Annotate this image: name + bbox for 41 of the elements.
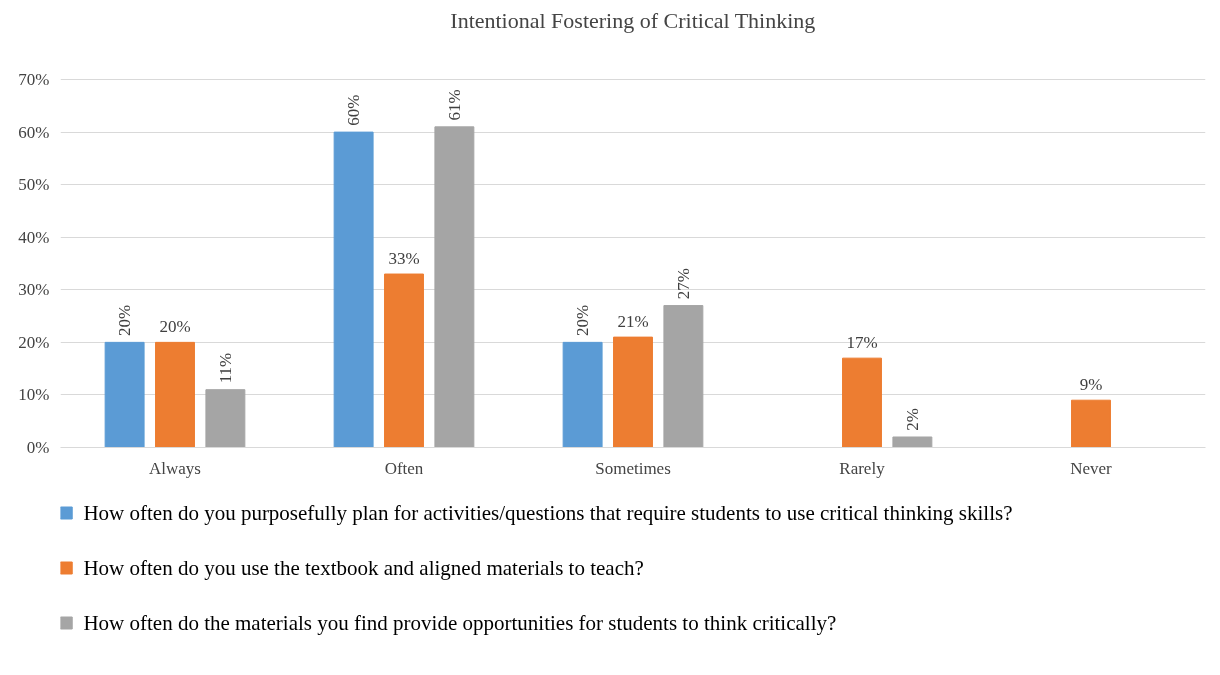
data-label: 20% [159, 317, 191, 337]
x-tick-label: Never [1070, 458, 1113, 478]
legend-label: How often do you purposefully plan for activities/questions that require students to use critical thinking skills? [83, 501, 1013, 525]
legend-label: How often do you use the textbook and aligned materials to teach? [83, 556, 644, 580]
data-label: 27% [673, 268, 693, 300]
x-tick-label: Sometimes [595, 458, 671, 478]
data-label: 21% [617, 311, 649, 331]
data-label: 61% [444, 89, 464, 121]
data-label: 2% [902, 408, 922, 431]
bar [333, 131, 374, 448]
bar [434, 126, 475, 448]
chart-title: Intentional Fostering of Critical Thinking [450, 7, 816, 33]
bar [842, 357, 882, 448]
data-label: 60% [344, 94, 364, 126]
bar [384, 273, 424, 448]
y-tick-label: 10% [18, 385, 50, 405]
x-tick-label: Often [384, 458, 424, 478]
bar [663, 305, 704, 448]
bar [892, 436, 933, 448]
y-tick-label: 30% [18, 280, 50, 300]
x-tick-label: Rarely [839, 458, 886, 478]
data-label: 20% [573, 304, 593, 337]
bar [155, 341, 195, 448]
data-label: 9% [1079, 374, 1103, 394]
y-tick-label: 60% [18, 122, 50, 142]
legend-label: How often do the materials you find provide opportunities for students to think critically? [83, 611, 837, 635]
y-tick-label: 70% [18, 70, 50, 90]
data-label: 17% [846, 332, 878, 352]
x-tick-label: Always [149, 458, 201, 478]
y-tick-label: 0% [26, 438, 50, 457]
bar [613, 336, 653, 448]
bar [104, 341, 145, 448]
bar [562, 341, 603, 448]
y-tick-label: 20% [18, 332, 50, 352]
data-label: 20% [115, 304, 135, 337]
bar [1071, 399, 1111, 448]
y-tick-label: 40% [18, 227, 50, 247]
data-label: 11% [215, 352, 235, 384]
y-tick-label: 50% [18, 175, 50, 195]
data-label: 33% [388, 248, 420, 268]
bar [205, 389, 246, 448]
